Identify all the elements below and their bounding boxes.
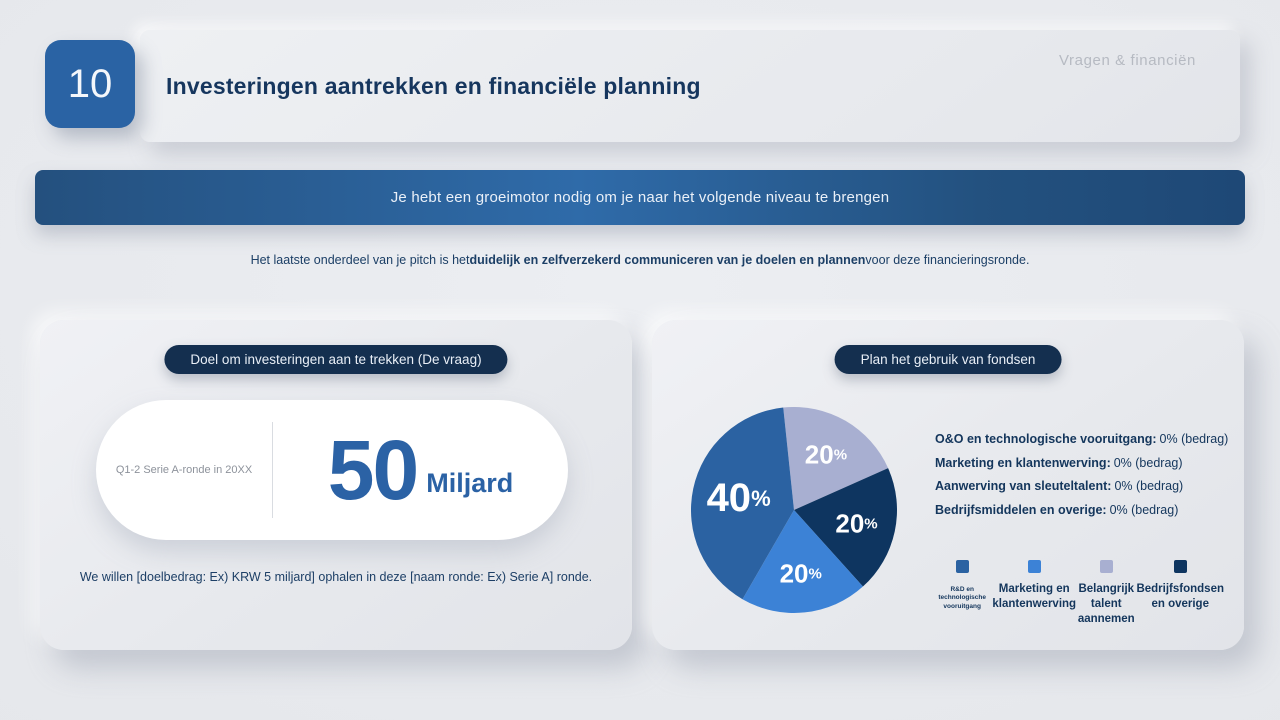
funds-badge: Plan het gebruik van fondsen [834,345,1062,374]
allocation-row: Aanwerving van sleuteltalent: 0% (bedrag) [935,479,1235,493]
allocation-row: Marketing en klantenwerving: 0% (bedrag) [935,456,1235,470]
legend-swatch-funds [1173,560,1187,573]
slide-number-tile: 10 [45,40,135,128]
legend-swatch-marketing [1027,560,1041,573]
funds-card: Plan het gebruik van fondsen 20% 20% 20% 40… [652,320,1244,650]
legend-label: Belangrijk talent aannemen [1077,583,1135,625]
allocation-label: Bedrijfsmiddelen en overige: [935,502,1107,517]
goal-amount-unit: Miljard [426,467,514,498]
amount-wrap: 50 Miljard [273,428,568,512]
goal-badge: Doel om investeringen aan te trekken (De… [164,345,508,374]
intro-pre: Het laatste onderdeel van je pitch is he… [250,253,470,267]
pie-slice-label: 40% [707,476,771,520]
headline-banner-text: Je hebt een groeimotor nodig om je naar … [390,189,890,206]
pie-slice-label: 20% [780,559,822,589]
allocation-value: 0% (bedrag) [1113,455,1183,470]
pie-slice-0 [783,407,889,510]
allocation-value: 0% (bedrag) [1159,432,1229,446]
pie-svg: 20% 20% 20% 40% [691,407,897,613]
goal-amount: 50 [327,423,419,517]
header-card: Investeringen aantrekken en financiële p… [140,30,1240,142]
category-tag: Vragen & financiën [1059,52,1196,69]
intro-bold: duidelijk en zelfverzekerd communiceren … [469,253,866,267]
headline-banner: Je hebt een groeimotor nodig om je naar … [35,170,1245,225]
legend-label: Marketing en klantenwerving [992,583,1077,610]
round-label: Q1-2 Serie A-ronde in 20XX [115,464,253,476]
legend-item: Bedrijfsfondsen en overige [1136,560,1224,627]
allocation-label: Aanwerving van sleuteltalent: [935,479,1112,493]
intro-sentence: Het laatste onderdeel van je pitch is he… [0,253,1280,267]
allocation-value: 0% (bedrag) [1109,502,1179,517]
legend-item: Marketing en klantenwerving [992,560,1076,627]
slide-number: 10 [67,61,113,106]
intro-post: voor deze financieringsronde. [865,253,1030,267]
pie-slice-1 [794,468,897,587]
legend-item: Belangrijk talent aannemen [1076,560,1136,627]
goal-footnote: We willen [doelbedrag: Ex) KRW 5 miljard… [79,570,593,584]
pill-divider [272,422,273,518]
pie-slice-3 [691,407,794,600]
pie-slice-2 [742,510,863,613]
goal-card: Doel om investeringen aan te trekken (De… [40,320,632,650]
funds-legend: R&D en technologische vooruitgang Market… [932,560,1224,627]
allocation-row: Bedrijfsmiddelen en overige: 0% (bedrag) [935,503,1235,517]
legend-item: R&D en technologische vooruitgang [932,560,992,627]
legend-label: Bedrijfsfondsen en overige [1136,583,1224,610]
goal-amount-pill: Q1-2 Serie A-ronde in 20XX 50 Miljard [96,400,568,540]
allocation-row: O&O en technologische vooruitgang: 0% (be… [935,432,1235,446]
allocation-value: 0% (bedrag) [1114,479,1184,493]
pie-slice-label: 20% [805,440,847,470]
funds-pie-chart: 20% 20% 20% 40% [691,407,897,613]
allocation-label: Marketing en klantenwerving: [935,455,1111,470]
page-title: Investeringen aantrekken en financiële p… [166,72,701,99]
legend-swatch-talent [1099,560,1113,573]
legend-label: R&D en technologische vooruitgang [938,586,987,610]
allocation-list: O&O en technologische vooruitgang: 0% (be… [935,432,1235,526]
pie-slice-label: 20% [835,508,877,538]
legend-swatch-rd [955,560,969,573]
allocation-label: O&O en technologische vooruitgang: [935,432,1157,446]
